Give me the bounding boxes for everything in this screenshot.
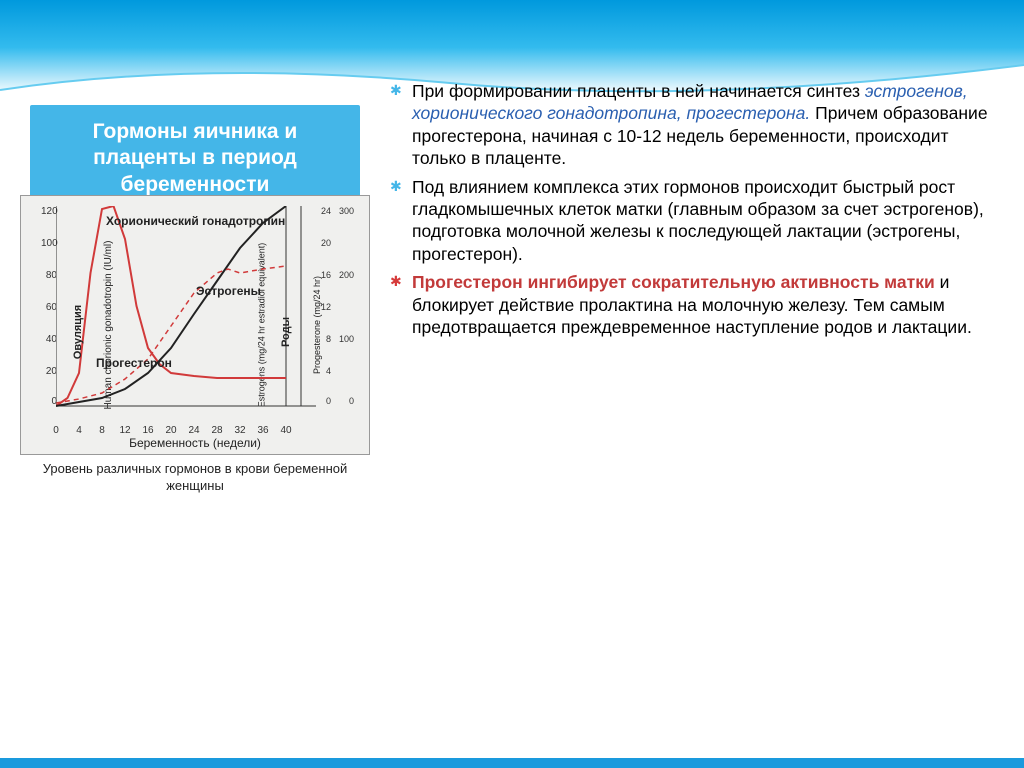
tick: 20 — [165, 425, 176, 436]
tick: 16 — [321, 270, 331, 280]
tick: 100 — [41, 238, 57, 249]
tick: 20 — [41, 366, 57, 377]
tick: 32 — [234, 425, 245, 436]
tick: 40 — [41, 334, 57, 345]
tick: 120 — [41, 206, 57, 217]
tick: 28 — [211, 425, 222, 436]
tick: 60 — [41, 302, 57, 313]
tick: 0 — [41, 396, 57, 407]
tick: 0 — [53, 425, 59, 436]
tick: 4 — [326, 366, 331, 376]
bullet-3: Прогестерон ингибирует сократительную ак… — [390, 271, 999, 338]
tick: 24 — [321, 206, 331, 216]
estrogen-label: Эстрогены — [196, 284, 261, 298]
tick: 8 — [326, 334, 331, 344]
chart-container: Human chorionic gonadotropin (IU/ml) Est… — [20, 195, 370, 495]
x-axis-label: Беременность (недели) — [129, 436, 261, 450]
tick: 0 — [326, 396, 331, 406]
chart-plot — [56, 206, 316, 426]
body-text: При формировании плаценты в ней начинает… — [390, 80, 999, 344]
tick: 80 — [41, 270, 57, 281]
emphasis: Прогестерон ингибирует сократительную ак… — [412, 272, 935, 292]
tick: 16 — [142, 425, 153, 436]
hormone-chart: Human chorionic gonadotropin (IU/ml) Est… — [20, 195, 370, 455]
tick: 12 — [119, 425, 130, 436]
text: При формировании плаценты в ней начинает… — [412, 81, 865, 101]
tick: 0 — [349, 396, 354, 406]
tick: 300 — [339, 206, 354, 216]
footer-bar — [0, 758, 1024, 768]
tick: 8 — [99, 425, 105, 436]
progesterone-label: Прогестерон — [96, 356, 172, 370]
bullet-1: При формировании плаценты в ней начинает… — [390, 80, 999, 170]
tick: 12 — [321, 302, 331, 312]
ovulation-label: Овуляция — [72, 305, 84, 359]
tick: 24 — [188, 425, 199, 436]
bullet-2: Под влиянием комплекса этих гормонов про… — [390, 176, 999, 266]
tick: 200 — [339, 270, 354, 280]
tick: 40 — [280, 425, 291, 436]
tick: 36 — [257, 425, 268, 436]
tick: 100 — [339, 334, 354, 344]
chart-caption: Уровень различных гормонов в крови берем… — [20, 461, 370, 495]
tick: 20 — [321, 238, 331, 248]
text: Под влиянием комплекса этих гормонов про… — [412, 177, 984, 264]
birth-label: Роды — [280, 317, 292, 347]
hcg-label: Хорионический гонадотропин — [106, 214, 285, 228]
tick: 4 — [76, 425, 82, 436]
